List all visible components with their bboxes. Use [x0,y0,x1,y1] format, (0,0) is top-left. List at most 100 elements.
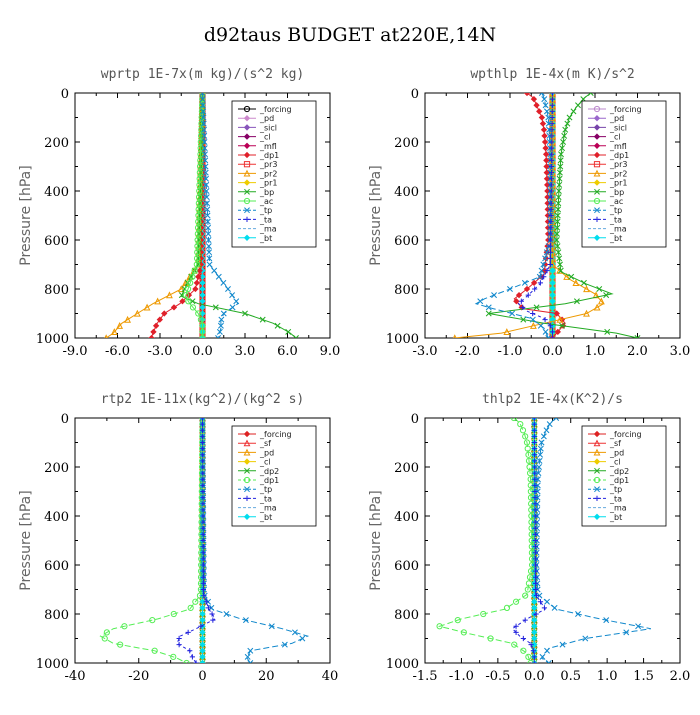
data-point [149,617,156,624]
data-point [197,316,205,323]
legend-marker [243,458,251,465]
data-point [215,335,222,338]
series-line [454,93,605,338]
data-point [195,206,202,213]
legend-label: _ta [609,494,622,503]
data-point [538,267,545,274]
data-point [556,169,563,176]
data-point [538,439,545,446]
data-point [133,309,141,317]
plot-area [452,93,641,338]
data-point [200,476,206,482]
x-tick-label: -40 [65,669,86,684]
data-point [204,206,211,213]
data-point [200,114,207,121]
legend-label: _ma [259,504,277,513]
data-point [196,267,203,274]
data-point [570,108,577,115]
x-tick-label: -2.0 [455,344,480,359]
data-point [582,635,589,642]
legend-marker [594,486,600,493]
data-point [509,310,516,317]
data-point [199,647,206,654]
data-point [557,157,564,164]
data-point [557,261,563,268]
data-point [150,328,157,336]
legend-item: _ta [588,494,622,503]
data-point [557,267,564,274]
data-point [548,176,555,182]
data-point [293,335,299,338]
data-point [485,310,492,317]
data-point [549,139,555,145]
data-point [196,181,203,188]
y-tick-label: 400 [394,185,419,200]
data-point [549,151,555,157]
data-point [192,598,199,605]
x-tick-label: -6.0 [105,344,130,359]
data-point [197,151,204,158]
data-point [549,335,556,338]
data-point [194,249,201,256]
data-point [548,219,554,225]
data-point [151,647,158,654]
data-point [532,286,538,292]
data-point [152,322,160,329]
data-point [537,599,544,605]
data-point [580,279,587,286]
data-point [477,298,484,305]
legend-item: _tp [238,485,272,494]
data-point [194,236,201,244]
data-point [233,298,240,305]
legend-item: _pr1 [238,179,277,188]
data-point [200,501,206,507]
data-point [573,298,580,305]
legend-item: _pd [588,114,624,123]
data-point [555,188,562,194]
data-point [520,635,526,642]
data-point [247,660,254,663]
data-point [189,654,196,660]
x-tick-label: -3.0 [147,344,172,359]
legend-marker [594,467,600,474]
legend: _forcing_pd_sicl_cl_mfl_dp1_pr3_pr2_pr1_… [581,100,667,248]
series-line [474,93,551,338]
data-point [291,629,298,636]
x-tick-label: 3.0 [670,344,691,359]
data-point [532,550,538,556]
legend-item: _pd [588,448,624,457]
data-point [200,537,206,544]
data-point [204,212,211,219]
data-point [198,102,206,109]
data-point [195,200,202,207]
x-tick-label: -0.5 [485,669,510,684]
data-point [201,132,208,139]
data-point [193,255,201,262]
data-point [528,642,534,648]
data-point [531,418,538,421]
data-point [242,310,248,317]
legend-label: _pd [259,448,274,457]
data-point [143,303,151,311]
data-point [197,145,204,152]
legend-label: _bt [609,513,622,522]
data-point [532,501,538,507]
legend-label: _ma [259,225,277,234]
data-point [540,126,548,133]
legend-marker [594,495,600,501]
data-point [148,334,155,338]
data-point [548,194,554,200]
legend-label: _dp1 [259,476,279,485]
panel-rtp2: rtp2 1E-11x(kg^2)/(kg^2 s) Pressure [hPa]… [0,385,350,715]
data-point [187,648,193,654]
legend-item: _bp [238,188,274,197]
legend-label: _cl [609,458,621,467]
legend-marker [243,124,251,131]
x-tick-label: 1.5 [633,669,654,684]
data-point [575,102,581,109]
legend-marker [593,197,601,205]
panel-thlp2: thlp2 1E-4x(K^2)/s Pressure [hPa] -1.5 -1.0… [350,385,700,715]
legend-label: _tp [609,485,622,494]
data-point [205,230,212,237]
data-point [200,439,206,446]
